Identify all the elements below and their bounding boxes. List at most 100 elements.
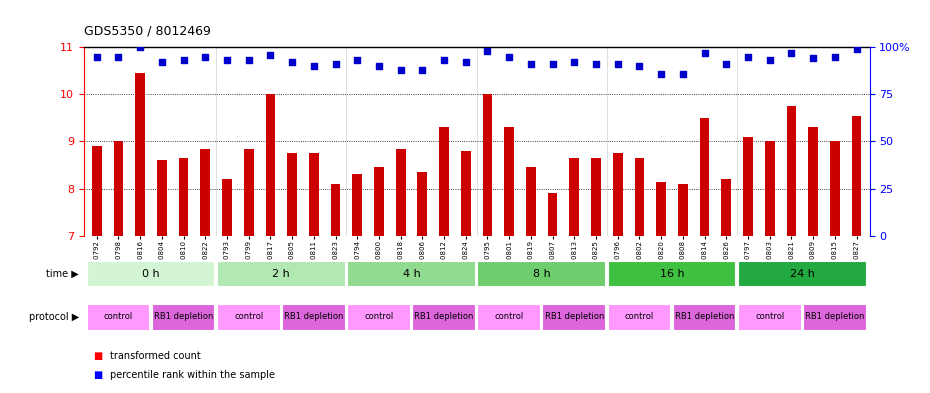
Text: 4 h: 4 h [403, 268, 420, 279]
Text: RB1 depletion: RB1 depletion [415, 312, 473, 321]
Point [828, 53, 843, 60]
Bar [852, 116, 861, 236]
Point [154, 59, 169, 65]
Text: control: control [755, 312, 784, 321]
Bar [477, 261, 606, 287]
Bar [352, 174, 362, 236]
Bar [613, 153, 622, 236]
Point [675, 70, 690, 77]
Text: GDS5350 / 8012469: GDS5350 / 8012469 [84, 24, 210, 37]
Point [632, 63, 647, 69]
Text: transformed count: transformed count [110, 351, 201, 361]
Point [328, 61, 343, 67]
Text: control: control [495, 312, 524, 321]
Bar [737, 304, 802, 331]
Point [306, 63, 321, 69]
Point [805, 55, 820, 62]
Point [458, 59, 473, 65]
Point [350, 57, 365, 64]
Bar [265, 94, 275, 236]
Point [241, 57, 256, 64]
Bar [200, 149, 210, 236]
Bar [179, 158, 189, 236]
Point [219, 57, 234, 64]
Bar [347, 304, 411, 331]
Text: control: control [365, 312, 393, 321]
Point [784, 50, 799, 56]
Bar [282, 304, 346, 331]
Text: 16 h: 16 h [659, 268, 684, 279]
Text: RB1 depletion: RB1 depletion [545, 312, 604, 321]
Point [371, 63, 386, 69]
Bar [477, 304, 541, 331]
Bar [86, 304, 151, 331]
Bar [526, 167, 536, 236]
Point [393, 67, 408, 73]
Text: control: control [234, 312, 263, 321]
Bar [808, 127, 818, 236]
Point [502, 53, 517, 60]
Text: 24 h: 24 h [790, 268, 815, 279]
Text: percentile rank within the sample: percentile rank within the sample [110, 370, 274, 380]
Bar [347, 261, 476, 287]
Text: time ▶: time ▶ [46, 269, 79, 279]
Bar [743, 137, 753, 236]
Point [740, 53, 755, 60]
Point [415, 67, 430, 73]
Text: RB1 depletion: RB1 depletion [153, 312, 213, 321]
Text: ■: ■ [93, 370, 102, 380]
Bar [412, 304, 476, 331]
Text: 0 h: 0 h [142, 268, 160, 279]
Bar [309, 153, 319, 236]
Bar [634, 158, 644, 236]
Bar [830, 141, 840, 236]
Point [849, 46, 864, 52]
Point [698, 50, 712, 56]
Point [198, 53, 213, 60]
Bar [217, 261, 346, 287]
Bar [607, 304, 671, 331]
Bar [591, 158, 601, 236]
Text: control: control [104, 312, 133, 321]
Bar [569, 158, 579, 236]
Point [133, 44, 148, 50]
Bar [217, 304, 281, 331]
Text: 8 h: 8 h [533, 268, 551, 279]
Bar [483, 94, 492, 236]
Bar [548, 193, 557, 236]
Point [763, 57, 777, 64]
Bar [374, 167, 384, 236]
Point [285, 59, 299, 65]
Bar [157, 160, 166, 236]
Bar [699, 118, 710, 236]
Bar [542, 304, 606, 331]
Point [589, 61, 604, 67]
Bar [113, 141, 124, 236]
Bar [504, 127, 514, 236]
Bar [92, 146, 101, 236]
Point [263, 51, 278, 58]
Point [111, 53, 126, 60]
Text: 2 h: 2 h [272, 268, 290, 279]
Bar [722, 179, 731, 236]
Point [480, 48, 495, 54]
Bar [803, 304, 867, 331]
Bar [152, 304, 216, 331]
Bar [672, 304, 737, 331]
Text: RB1 depletion: RB1 depletion [675, 312, 735, 321]
Bar [737, 261, 867, 287]
Bar [86, 261, 216, 287]
Point [610, 61, 625, 67]
Text: RB1 depletion: RB1 depletion [805, 312, 865, 321]
Text: ■: ■ [93, 351, 102, 361]
Point [524, 61, 538, 67]
Bar [787, 106, 796, 236]
Bar [764, 141, 775, 236]
Bar [678, 184, 688, 236]
Bar [287, 153, 297, 236]
Text: control: control [625, 312, 654, 321]
Bar [418, 172, 427, 236]
Bar [396, 149, 405, 236]
Bar [331, 184, 340, 236]
Bar [461, 151, 471, 236]
